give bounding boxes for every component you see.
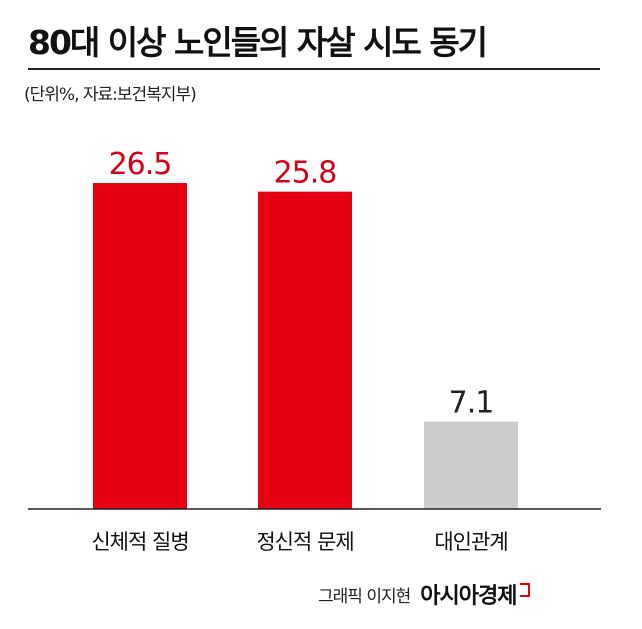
value-label-1: 26.5 <box>109 147 172 182</box>
chart-title: 80대 이상 노인들의 자살 시도 동기 <box>28 23 488 62</box>
title-divider <box>28 68 600 70</box>
brand-mark-icon <box>520 583 531 597</box>
value-label-2: 25.8 <box>274 156 337 191</box>
category-label-3: 대인관계 <box>434 530 507 554</box>
labels-group: 26.5 신체적 질병 25.8 정신적 문제 7.1 대인관계 <box>91 147 508 554</box>
category-label-2: 정신적 문제 <box>256 530 353 554</box>
bar-3 <box>424 421 518 509</box>
bar-1 <box>93 183 187 510</box>
chart-subtitle: (단위%, 자료:보건복지부) <box>24 85 197 105</box>
value-label-3: 7.1 <box>449 386 494 421</box>
category-label-1: 신체적 질병 <box>91 530 188 554</box>
bars-group <box>93 183 518 510</box>
brand-logo: 아시아경제 <box>420 584 517 609</box>
footer: 그래픽 이지현 아시아경제 <box>318 578 531 610</box>
graphic-credit: 그래픽 이지현 <box>318 586 411 607</box>
bar-2 <box>258 191 352 509</box>
